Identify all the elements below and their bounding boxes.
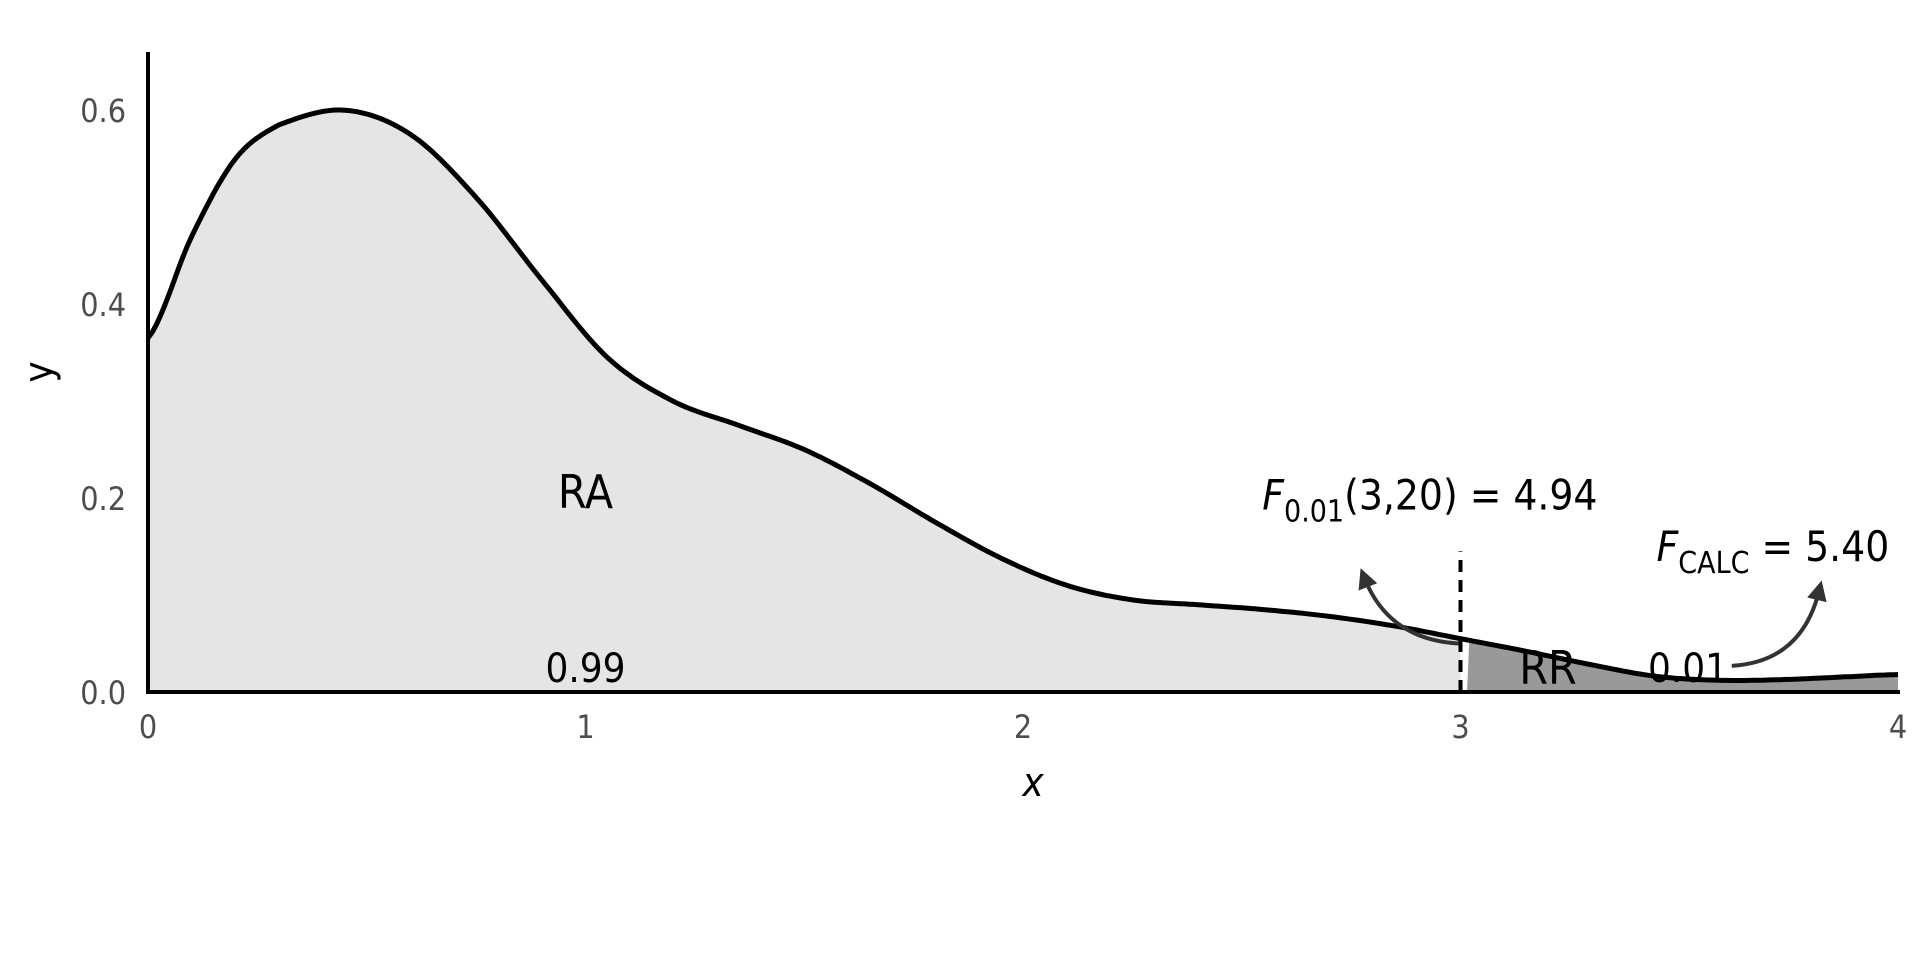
x-axis-title: x (1021, 760, 1044, 806)
x-tick-label: 1 (576, 708, 594, 746)
critical-value-arrow (1358, 568, 1459, 646)
rejection-region-fill (1467, 640, 1898, 692)
calculated-value-annotation: FCALC = 5.40 (1657, 522, 1890, 581)
text-layer: RA RR 0.99 0.01 F0.01(3,20) = 4.94 FCALC = 5.… (545, 465, 1889, 695)
rejection-probability-label: 0.01 (1648, 646, 1728, 692)
density-curve (145, 107, 1899, 683)
x-tick-label: 2 (1014, 708, 1032, 746)
x-tick-label: 0 (139, 708, 157, 746)
x-tick-label: 3 (1451, 708, 1469, 746)
fill-layer (148, 109, 1898, 693)
y-tick-label: 0.2 (80, 480, 126, 518)
y-tick-label: 0.0 (80, 674, 126, 712)
y-axis-title: y (16, 361, 62, 382)
acceptance-region-fill (148, 109, 1461, 693)
calculated-value-arrow (1731, 580, 1827, 668)
y-tick-label: 0.6 (80, 92, 126, 130)
axis-layer: 0 1 2 3 4 0.0 0.2 0.4 0.6 x y (16, 52, 1907, 806)
critical-value-annotation: F0.01(3,20) = 4.94 (1262, 471, 1597, 530)
x-tick-label: 4 (1889, 708, 1907, 746)
acceptance-probability-label: 0.99 (545, 646, 625, 692)
rejection-region-label: RR (1519, 641, 1577, 695)
acceptance-region-label: RA (558, 465, 613, 519)
mark-layer (145, 107, 1899, 692)
y-tick-label: 0.4 (80, 286, 126, 324)
